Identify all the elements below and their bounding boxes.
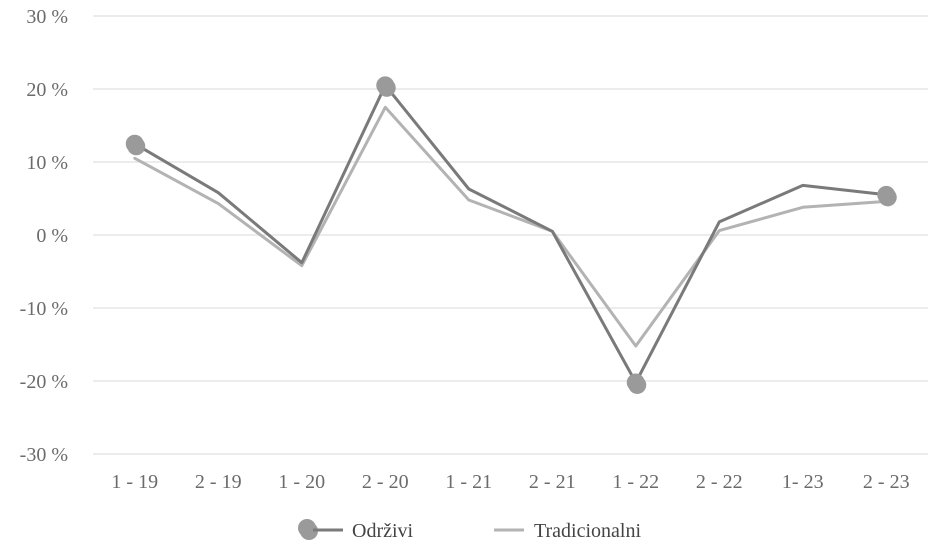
data-marker xyxy=(125,134,144,153)
y-tick-label: 20 % xyxy=(26,79,68,101)
y-tick-label: 30 % xyxy=(26,6,68,28)
x-tick-label: 2 - 23 xyxy=(863,471,910,493)
legend-label-1: Tradicionalni xyxy=(534,520,641,542)
legend: Održivi Tradicionalni xyxy=(298,519,641,542)
y-tick-label: -30 % xyxy=(20,444,68,466)
data-markers xyxy=(125,76,897,394)
x-tick-label: 1 - 21 xyxy=(445,471,492,493)
x-tick-label: 1 - 19 xyxy=(111,471,158,493)
series-line-1 xyxy=(133,105,888,348)
y-tick-label: -20 % xyxy=(20,371,68,393)
y-tick-label: -10 % xyxy=(20,298,68,320)
data-marker xyxy=(376,76,395,95)
x-tick-label: 2 - 22 xyxy=(696,471,743,493)
data-marker xyxy=(626,373,645,392)
legend-marker-icon-shadow xyxy=(298,519,316,537)
series-line-0 xyxy=(133,83,888,384)
data-marker xyxy=(877,185,896,204)
y-axis: 30 % 20 % 10 % 0 % -10 % -20 % -30 % xyxy=(20,6,68,466)
y-tick-label: 10 % xyxy=(26,152,68,174)
x-tick-label: 1- 23 xyxy=(782,471,824,493)
x-tick-label: 1 - 22 xyxy=(612,471,659,493)
series-lines xyxy=(133,83,888,384)
x-tick-label: 2 - 21 xyxy=(529,471,576,493)
x-axis: 1 - 19 2 - 19 1 - 20 2 - 20 1 - 21 2 - 21 1 - … xyxy=(111,471,909,493)
x-tick-label: 2 - 20 xyxy=(362,471,409,493)
gridlines xyxy=(93,15,928,455)
legend-label-0: Održivi xyxy=(352,520,414,542)
x-tick-label: 2 - 19 xyxy=(195,471,242,493)
y-tick-label: 0 % xyxy=(36,225,68,247)
x-tick-label: 1 - 20 xyxy=(278,471,325,493)
